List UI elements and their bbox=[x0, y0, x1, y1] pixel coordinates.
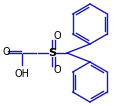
Text: S: S bbox=[48, 48, 56, 58]
Text: O: O bbox=[53, 31, 61, 41]
Text: O: O bbox=[53, 65, 61, 75]
Text: OH: OH bbox=[15, 69, 29, 79]
Text: O: O bbox=[2, 47, 10, 57]
